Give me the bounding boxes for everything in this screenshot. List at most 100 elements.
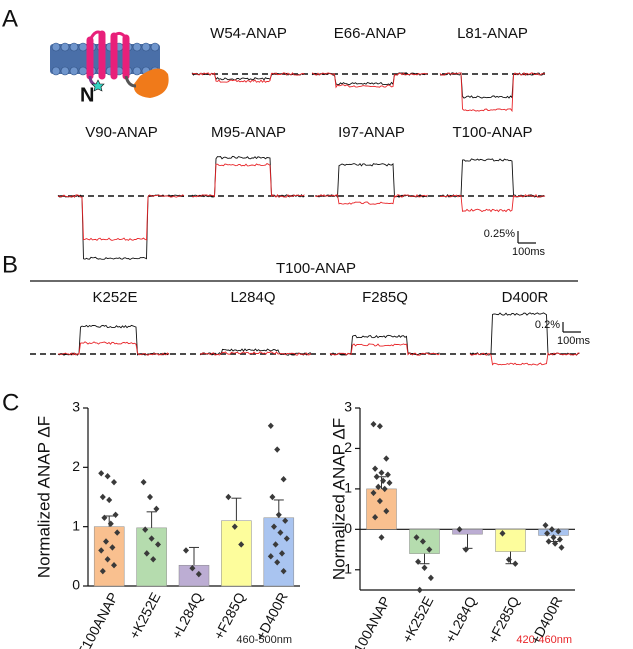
trace [439,158,546,198]
data-point [558,544,565,551]
data-point [99,493,106,501]
y-tick-label: 0 [344,520,352,536]
trace [329,343,440,356]
trace-label: L81-ANAP [457,25,528,42]
trace [191,163,305,198]
y-tick-label: 0 [72,577,80,593]
trace-label: E66-ANAP [334,25,407,42]
bar [93,526,125,587]
wavelength-note: 420-460nm [516,634,572,646]
x-tick-label: T100ANAP [74,590,121,649]
data-point [109,544,116,551]
data-point [267,553,274,560]
data-point [416,586,423,594]
scale-label: 100ms [512,246,546,258]
data-point [189,565,196,572]
data-point [269,493,276,501]
scale-label: 100ms [557,335,591,347]
data-point [456,526,463,533]
data-point [142,526,149,533]
x-tick-label: T100ANAP [346,594,393,649]
trace-label: K252E [92,289,137,306]
trace [199,348,311,356]
data-point [274,446,281,453]
data-point [550,534,557,541]
data-point [103,538,109,545]
bar [263,517,295,587]
data-point [383,507,390,515]
data-point [106,496,113,504]
trace-label: D400R [502,289,549,306]
y-tick-label: 2 [344,439,352,455]
data-point [376,497,383,505]
trace-label: L284Q [230,289,275,306]
data-point [274,559,281,566]
data-point [111,478,117,486]
data-point [183,547,189,554]
trace-label: W54-ANAP [210,25,287,42]
trace-label: M95-ANAP [211,124,286,141]
panel-label: B [2,251,18,278]
data-point [427,574,434,582]
x-tick-label: +L284Q [168,590,206,642]
data-point [372,514,379,521]
trace [57,341,170,356]
data-point [282,517,289,524]
data-point [378,469,385,476]
scale-label: 0.25% [484,228,515,240]
data-point [153,505,160,513]
y-tick-label: 3 [72,399,80,415]
x-tick-label: +K252E [126,590,164,642]
data-point [98,547,105,554]
data-point [555,528,562,535]
data-point [380,477,387,484]
trace-label: V90-ANAP [85,124,158,141]
data-point [279,550,285,557]
data-point [544,530,551,537]
y-tick-label: 1 [344,480,352,496]
data-point [383,455,390,462]
data-point [280,476,287,483]
y-tick-label: 2 [72,458,80,474]
data-point [548,526,555,533]
data-point [381,485,388,493]
data-point [556,536,563,543]
bar [366,488,397,530]
trace [199,351,312,356]
data-point [376,423,383,430]
trace [191,155,305,198]
trace [439,72,546,99]
data-point [378,534,385,541]
data-point [143,550,150,557]
cartoon: N [50,30,169,106]
panel-label: A [2,5,18,32]
data-point [111,562,117,569]
data-point [370,489,377,497]
data-point [271,523,277,530]
trace-label: T100-ANAP [452,124,532,141]
y-tick-label: 1 [72,517,80,533]
data-point [238,541,245,548]
trace [315,162,428,199]
data-point [421,564,428,571]
y-tick-label: -1 [340,560,353,576]
data-point [512,560,519,567]
trace [314,194,428,205]
data-point [372,465,379,472]
data-point [280,567,287,575]
data-point [195,570,202,578]
data-point [499,530,506,537]
data-point [275,511,282,518]
data-point [462,546,469,553]
domain [133,68,169,98]
group-title: T100-ANAP [276,260,356,277]
trace [191,72,305,83]
data-point [419,538,426,545]
data-point [267,422,274,429]
data-point [426,546,433,553]
scale-label: 0.2% [535,319,560,331]
data-point [101,514,108,521]
data-point [415,558,422,565]
bar [452,529,483,535]
